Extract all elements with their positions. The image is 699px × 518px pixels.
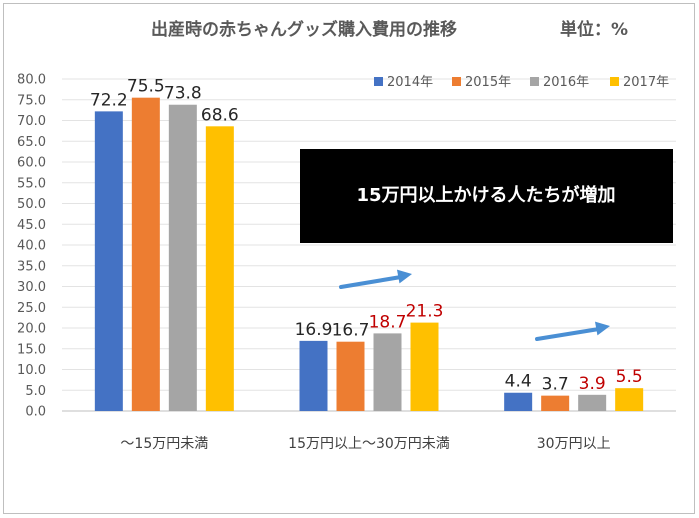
data-label: 5.5 [616, 367, 643, 387]
bar [615, 388, 644, 411]
y-tick-label: 10.0 [17, 363, 46, 378]
legend-label: 2016年 [543, 75, 589, 90]
data-label: 21.3 [406, 302, 444, 322]
trend-arrow-head [396, 269, 412, 284]
chart-frame: 出産時の赤ちゃんグッズ購入費用の推移 単位：% 0.0 5.0 10.0 15.0 20.0… [3, 3, 695, 514]
bar [205, 126, 234, 411]
data-label: 4.4 [505, 372, 532, 392]
bar [131, 97, 160, 412]
trend-arrow-line [339, 274, 406, 289]
legend-swatch [374, 77, 383, 86]
y-tick-label: 25.0 [17, 301, 46, 316]
bar [373, 333, 402, 411]
data-label: 3.9 [579, 374, 606, 394]
category-label: 15万円以上～30万円未満 [288, 436, 450, 452]
data-label: 18.7 [369, 312, 407, 332]
y-tick-label: 30.0 [17, 280, 46, 295]
bar [578, 394, 607, 411]
legend-swatch [452, 77, 461, 86]
y-tick-label: 20.0 [17, 322, 46, 337]
data-label: 75.5 [127, 77, 165, 97]
trend-arrow-head [594, 321, 610, 336]
bar [94, 111, 123, 412]
chart-unit: 単位：% [560, 19, 628, 40]
data-label: 16.7 [332, 321, 370, 341]
data-label: 73.8 [164, 84, 202, 104]
category-label: 30万円以上 [537, 436, 611, 452]
data-label: 3.7 [542, 375, 569, 395]
y-tick-label: 15.0 [17, 342, 46, 357]
legend-label: 2014年 [387, 75, 433, 90]
bar [410, 322, 439, 411]
y-tick-label: 5.0 [25, 384, 46, 399]
y-tick-label: 65.0 [17, 135, 46, 150]
legend-swatch [530, 77, 539, 86]
annotation-box [300, 149, 673, 243]
category-label: ～15万円未満 [120, 436, 208, 452]
y-tick-label: 75.0 [17, 93, 46, 108]
data-label: 16.9 [295, 320, 333, 340]
legend-label: 2017年 [623, 75, 669, 90]
y-tick-label: 45.0 [17, 218, 46, 233]
data-label: 72.2 [90, 90, 128, 110]
bar [504, 392, 533, 411]
bar-chart: 出産時の赤ちゃんグッズ購入費用の推移 単位：% 0.0 5.0 10.0 15.0 20.0… [17, 19, 676, 452]
y-tick-label: 80.0 [17, 73, 46, 88]
y-tick-label: 70.0 [17, 114, 46, 129]
bar [541, 395, 570, 411]
chart-title: 出産時の赤ちゃんグッズ購入費用の推移 [151, 19, 457, 40]
y-tick-label: 50.0 [17, 197, 46, 212]
y-tick-label: 40.0 [17, 239, 46, 254]
trend-arrow-line [535, 326, 604, 341]
bar [299, 340, 328, 411]
data-label: 68.6 [201, 105, 239, 125]
y-tick-label: 0.0 [25, 405, 46, 420]
annotation-text: 15万円以上かける人たちが増加 [356, 184, 615, 206]
bar [336, 341, 365, 411]
y-tick-label: 35.0 [17, 259, 46, 274]
bar [168, 104, 197, 411]
y-tick-label: 55.0 [17, 176, 46, 191]
y-tick-label: 60.0 [17, 156, 46, 171]
legend-label: 2015年 [465, 75, 511, 90]
legend-swatch [610, 77, 619, 86]
